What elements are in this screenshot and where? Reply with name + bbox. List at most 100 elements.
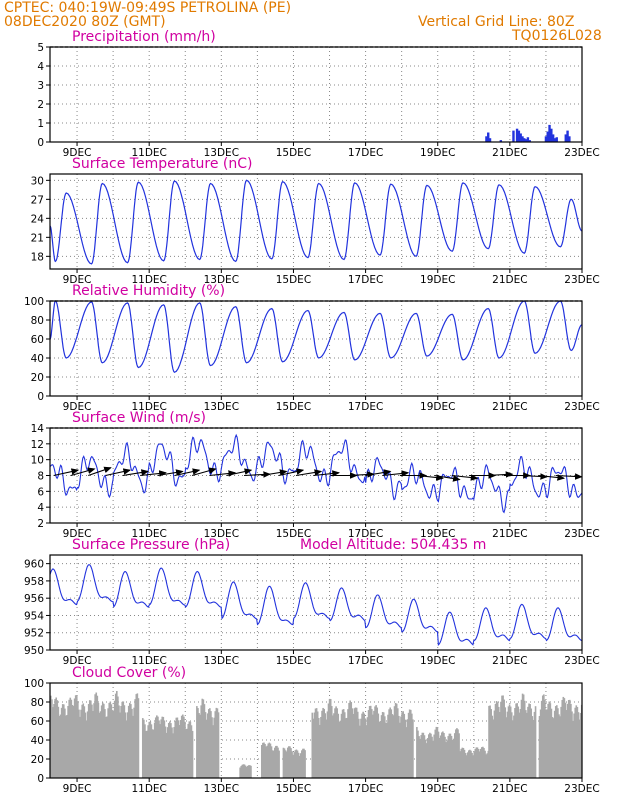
cloud-bar — [72, 706, 75, 778]
cloud-bar — [478, 751, 481, 778]
cloud-bar — [182, 714, 184, 778]
cloud-bar — [532, 719, 535, 778]
cloud-bar — [126, 712, 129, 778]
wind-arrow — [88, 466, 112, 477]
cloud-bar — [387, 714, 389, 778]
cloud-bar — [571, 711, 573, 778]
cloud-bar — [283, 748, 286, 778]
wind-arrow — [226, 468, 253, 477]
cloud-bar — [59, 714, 62, 778]
cloud-bar — [469, 749, 471, 778]
cloud-bar — [494, 703, 497, 778]
cloud-bar — [573, 713, 575, 778]
cloud-bar — [58, 716, 61, 778]
cloud-bar — [82, 703, 85, 778]
cloud-bar — [380, 715, 383, 778]
precip-bar — [487, 132, 490, 142]
cloud-bar — [517, 706, 520, 778]
cloud-bar — [329, 699, 332, 778]
wind-arrow — [538, 474, 566, 481]
cloud-bar — [512, 720, 514, 778]
x-tick-label: 21DEC — [492, 147, 527, 159]
cloud-bar — [65, 715, 67, 778]
cloud-bar — [381, 711, 384, 778]
cloud-bar — [207, 709, 210, 778]
wind-arrow — [486, 471, 514, 478]
cloud-bar — [388, 709, 390, 778]
cloud-bar — [127, 705, 130, 778]
cloud-bar — [367, 710, 370, 778]
cloud-bar — [135, 694, 138, 778]
cloud-bar — [184, 721, 186, 778]
cloud-bar — [371, 709, 373, 778]
cloud-bar — [189, 721, 192, 778]
cloud-bar — [162, 716, 165, 778]
cloud-bar — [373, 710, 375, 778]
cloud-bar — [119, 712, 121, 778]
wind-arrow — [191, 467, 217, 477]
humidity-line — [49, 300, 583, 374]
cloud-bar — [83, 706, 86, 778]
cloud-bar — [288, 746, 290, 778]
cloud-bar — [443, 732, 445, 778]
cloud-bar — [111, 710, 114, 778]
cloud-bar — [375, 705, 377, 778]
cloud-bar — [100, 705, 103, 778]
cloud-bar — [54, 699, 56, 778]
y-tick-label: 12 — [31, 439, 44, 451]
cloud-bar — [383, 716, 386, 778]
y-tick-label: 960 — [24, 559, 44, 571]
cloud-bar — [448, 733, 451, 778]
cloud-bar — [323, 708, 325, 778]
cloud-bar — [334, 708, 336, 778]
cloud-bar — [153, 722, 156, 778]
cloud-bar — [362, 711, 364, 778]
wind-arrow — [313, 470, 340, 477]
cloud-bar — [292, 754, 294, 778]
cloud-bar — [217, 712, 220, 778]
cloud-bar — [379, 720, 382, 778]
wind-arrow — [53, 468, 80, 477]
cloud-bar — [67, 705, 69, 778]
x-tick-label: 9DEC — [63, 274, 92, 286]
wind-arrow — [382, 470, 410, 477]
y-tick-label: 1 — [37, 118, 44, 130]
cloud-bar — [286, 747, 289, 778]
cloud-bar — [173, 727, 175, 778]
cloud-bar — [145, 731, 147, 778]
cloud-bar — [576, 706, 579, 778]
x-tick-label: 11DEC — [131, 528, 166, 540]
y-tick-label: 5 — [37, 42, 44, 54]
cloud-bar — [293, 752, 296, 778]
cloud-bar — [298, 755, 301, 778]
cloud-bar — [374, 706, 376, 778]
cloud-bar — [340, 713, 343, 778]
precip-bar — [555, 137, 558, 142]
cloud-bar — [453, 733, 456, 778]
x-tick-label: 15DEC — [276, 401, 311, 413]
cloud-bar — [161, 716, 164, 778]
cloud-bar — [493, 710, 496, 778]
x-tick-label: 19DEC — [420, 147, 455, 159]
cloud-bar — [389, 707, 391, 778]
panel-title: Surface Temperature (nC) — [72, 156, 253, 172]
precip-bar — [553, 138, 557, 142]
header-grid-line: Vertical Grid Line: 80Z — [418, 14, 575, 30]
cloud-bar — [492, 719, 495, 778]
cloud-bar — [121, 701, 124, 778]
precip-bar — [564, 134, 567, 142]
x-tick-label: 21DEC — [492, 528, 527, 540]
cloud-bar — [66, 714, 68, 778]
cloud-bar — [442, 731, 444, 778]
cloud-bar — [51, 699, 53, 778]
cloud-bar — [350, 702, 353, 778]
wind-arrow — [417, 474, 444, 481]
cloud-bar — [214, 711, 217, 778]
cloud-bar — [385, 722, 387, 778]
cloud-bar — [409, 709, 412, 778]
cloud-bar — [521, 693, 524, 778]
wind-arrow — [209, 470, 237, 477]
wind-speed-line — [49, 433, 583, 514]
cloud-bar — [55, 697, 58, 778]
precip-bar — [546, 131, 549, 142]
